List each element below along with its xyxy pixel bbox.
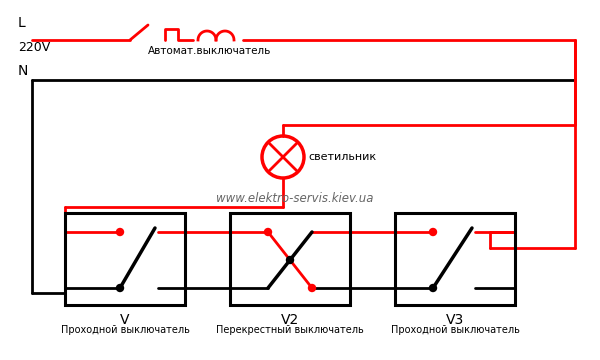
Text: V3: V3 [446,313,464,327]
Bar [65,213,185,305]
Text: V: V [120,313,130,327]
Circle shape [116,229,124,235]
Text: N: N [18,64,28,78]
Bar [230,213,350,305]
Text: V2: V2 [281,313,299,327]
Text: L: L [18,16,26,30]
Text: Проходной выключатель: Проходной выключатель [61,325,190,335]
Text: 220V: 220V [18,41,50,54]
Text: Проходной выключатель: Проходной выключатель [391,325,520,335]
Circle shape [286,256,293,264]
Circle shape [430,229,436,235]
Bar [395,213,515,305]
Circle shape [308,284,316,292]
Text: Автомат.выключатель: Автомат.выключатель [148,46,271,56]
Circle shape [265,229,271,235]
Circle shape [430,284,436,292]
Circle shape [116,284,124,292]
Text: светильник: светильник [308,152,376,162]
Text: www.elektro-servis.kiev.ua: www.elektro-servis.kiev.ua [216,192,374,204]
Text: Перекрестный выключатель: Перекрестный выключатель [216,325,364,335]
